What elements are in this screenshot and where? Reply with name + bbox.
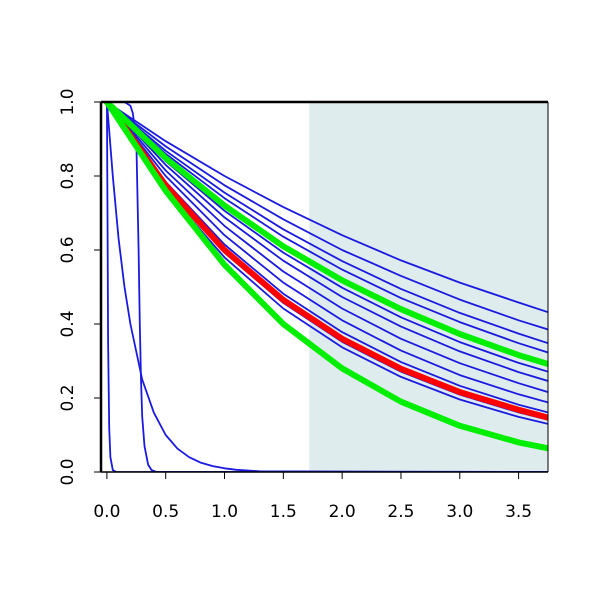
series-line-2 bbox=[106, 102, 548, 472]
x-tick-label: 2.0 bbox=[329, 502, 356, 522]
y-tick-label: 0.8 bbox=[58, 162, 78, 189]
x-tick-label: 2.5 bbox=[387, 502, 414, 522]
series-line-4 bbox=[106, 102, 548, 345]
series-line-16 bbox=[103, 102, 548, 421]
series-line-17 bbox=[103, 102, 548, 367]
y-tick-label: 1.0 bbox=[58, 88, 78, 115]
series-line-12 bbox=[106, 102, 548, 404]
y-tick-label: 0.6 bbox=[58, 236, 78, 263]
series-line-10 bbox=[106, 102, 548, 382]
x-tick-label: 1.0 bbox=[211, 502, 238, 522]
x-tick-label: 1.5 bbox=[270, 502, 297, 522]
x-tick-label: 0.0 bbox=[93, 502, 120, 522]
series-line-5 bbox=[106, 102, 548, 314]
series-line-3 bbox=[106, 102, 548, 472]
y-tick-label: 0.0 bbox=[58, 458, 78, 485]
y-tick-label: 0.2 bbox=[58, 384, 78, 411]
x-tick-label: 0.5 bbox=[152, 502, 179, 522]
x-tick-label: 3.0 bbox=[446, 502, 473, 522]
series-line-11 bbox=[106, 102, 548, 394]
series-line-18 bbox=[103, 102, 548, 452]
series-line-6 bbox=[106, 102, 548, 331]
series-line-7 bbox=[106, 102, 548, 354]
y-tick-label: 0.4 bbox=[58, 310, 78, 337]
x-tick-label: 3.5 bbox=[505, 502, 532, 522]
